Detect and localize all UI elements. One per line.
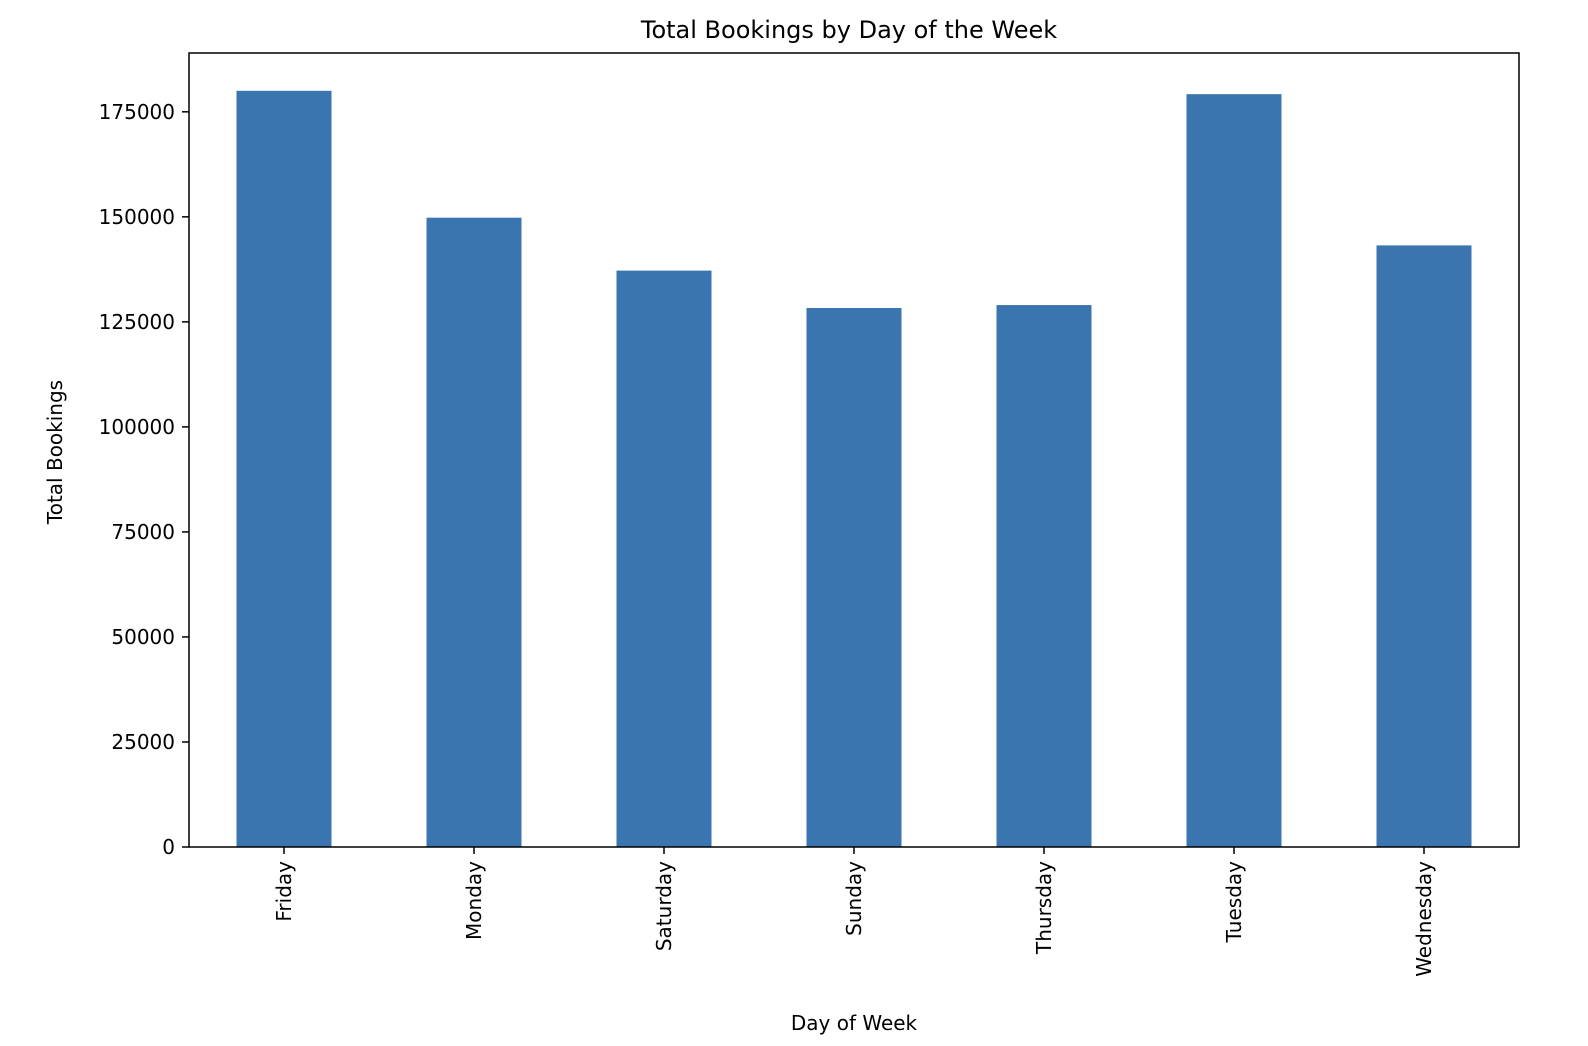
bar-sunday (806, 308, 902, 847)
x-tick-label: Thursday (1032, 861, 1056, 955)
y-tick-label: 25000 (111, 730, 175, 754)
x-axis-label: Day of Week (791, 1011, 918, 1035)
y-tick-label: 50000 (111, 625, 175, 649)
bars-group (236, 90, 1472, 848)
bar-monday (426, 217, 522, 847)
y-tick-label: 75000 (111, 520, 175, 544)
plot-frame (188, 52, 1520, 848)
y-axis-label: Total Bookings (43, 380, 67, 525)
x-axis: Friday Monday Saturday Sunday Thursday Tuesda… (272, 847, 1436, 977)
x-tick-label: Tuesday (1222, 861, 1246, 944)
x-tick-label: Saturday (652, 861, 676, 951)
x-tick-label: Sunday (842, 861, 866, 936)
y-tick-label: 150000 (99, 205, 175, 229)
y-axis: 0 25000 50000 75000 100000 125000 150000 175000 (99, 100, 189, 859)
chart-title: Total Bookings by Day of the Week (640, 16, 1057, 44)
x-tick-label: Friday (272, 861, 296, 922)
y-tick-label: 125000 (99, 310, 175, 334)
bar-thursday (996, 305, 1092, 848)
y-tick-label: 0 (162, 835, 175, 859)
y-tick-label: 100000 (99, 415, 175, 439)
bar-friday (236, 90, 332, 848)
x-tick-label: Monday (462, 861, 486, 940)
bar-saturday (616, 270, 712, 847)
x-tick-label: Wednesday (1412, 861, 1436, 977)
bar-tuesday (1186, 94, 1282, 848)
bar-wednesday (1376, 245, 1472, 848)
y-tick-label: 175000 (99, 100, 175, 124)
